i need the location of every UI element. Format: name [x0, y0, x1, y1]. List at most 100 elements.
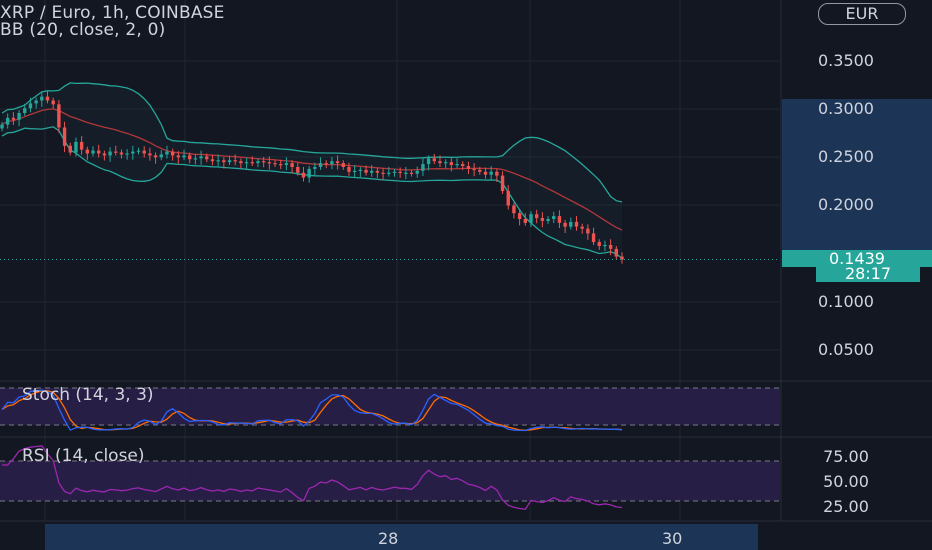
- candle-body: [96, 150, 101, 154]
- candle-body: [40, 96, 44, 101]
- last-price-tag: 0.1439: [782, 250, 932, 267]
- candle-body: [239, 161, 243, 164]
- candle-body: [216, 160, 220, 162]
- candle-body: [375, 170, 380, 173]
- candle-body: [597, 242, 601, 246]
- candle-body: [466, 166, 471, 169]
- time-label: 28: [378, 529, 399, 548]
- candle-body: [563, 222, 567, 227]
- candle-body: [495, 171, 499, 176]
- stoch-band-fill: [0, 388, 780, 425]
- candle-body: [142, 150, 146, 154]
- candle-body: [45, 96, 50, 101]
- candle-body: [608, 244, 613, 249]
- candle-body: [108, 151, 112, 156]
- candle-body: [341, 163, 345, 167]
- candle-body: [569, 221, 573, 227]
- candle-body: [449, 162, 454, 166]
- symbol-title[interactable]: XRP / Euro, 1h, COINBASE: [0, 3, 225, 23]
- candle-body: [603, 244, 607, 247]
- candle-body: [11, 117, 16, 120]
- candle-body: [284, 163, 289, 166]
- candle-body: [170, 151, 175, 156]
- rsi-label[interactable]: RSI (14, close): [22, 446, 145, 466]
- candle-body: [301, 172, 306, 178]
- candle-body: [176, 155, 181, 158]
- candle-body: [398, 171, 402, 173]
- candle-body: [415, 170, 419, 174]
- candle-body: [318, 163, 323, 167]
- candle-body: [461, 164, 465, 167]
- candle-body: [17, 113, 21, 120]
- rsi-tick: 50.00: [823, 472, 869, 491]
- candle-body: [165, 151, 169, 155]
- candle-body: [210, 159, 215, 162]
- candle-body: [296, 166, 300, 173]
- candle-body: [330, 161, 334, 165]
- candle-body: [483, 171, 488, 175]
- candle-body: [261, 161, 266, 163]
- bb-fill: [2, 82, 622, 259]
- candle-body: [205, 156, 209, 160]
- candle-body: [489, 171, 493, 175]
- price-tick: 0.2500: [818, 147, 874, 166]
- candle-body: [478, 169, 482, 172]
- candle-body: [517, 213, 522, 219]
- candle-body: [591, 233, 596, 243]
- candle-body: [523, 218, 528, 223]
- candle-body: [574, 221, 579, 227]
- candle-body: [193, 158, 198, 160]
- price-tick: 0.3500: [818, 51, 874, 70]
- candle-body: [62, 127, 67, 146]
- candle-body: [279, 164, 283, 166]
- candle-body: [273, 163, 277, 165]
- time-range-highlight: [45, 524, 758, 550]
- candle-body: [5, 117, 10, 125]
- price-tick: 0.3000: [818, 99, 874, 118]
- candle-body: [586, 228, 590, 234]
- candle-body: [148, 153, 152, 156]
- candle-body: [227, 160, 232, 163]
- bb-indicator-label[interactable]: BB (20, close, 2, 0): [0, 20, 166, 40]
- candle-body: [352, 170, 357, 173]
- candle-body: [347, 166, 351, 172]
- candle-body: [244, 162, 249, 164]
- candle-body: [438, 161, 442, 164]
- candle-body: [28, 103, 33, 109]
- candle-body: [79, 141, 84, 150]
- candle-body: [136, 150, 141, 152]
- candle-body: [614, 248, 619, 257]
- candle-body: [222, 160, 226, 163]
- rsi-tick: 25.00: [823, 497, 869, 516]
- candle-body: [159, 154, 163, 158]
- candle-body: [119, 152, 124, 155]
- candle-body: [370, 170, 374, 173]
- candle-body: [290, 163, 294, 167]
- rsi-tick: 75.00: [823, 447, 869, 466]
- bb-basis-line: [1, 108, 623, 231]
- candle-body: [335, 161, 340, 164]
- candle-body: [472, 168, 476, 171]
- candle-body: [34, 100, 38, 104]
- candle-body: [153, 155, 158, 158]
- candle-body: [387, 172, 391, 174]
- candle-body: [91, 150, 95, 154]
- candle-body: [426, 158, 431, 165]
- candle-body: [529, 214, 533, 223]
- candle-body: [267, 162, 272, 164]
- candle-body: [534, 214, 539, 219]
- candle-body: [68, 145, 72, 153]
- candle-body: [102, 153, 107, 156]
- candle-body: [552, 216, 556, 219]
- stoch-label[interactable]: Stoch (14, 3, 3): [22, 385, 154, 405]
- currency-button[interactable]: EUR: [818, 3, 906, 25]
- candle-body: [51, 100, 55, 105]
- candle-body: [256, 161, 260, 164]
- candle-body: [506, 191, 510, 206]
- candle-body: [500, 175, 505, 192]
- price-tick: 0.1000: [818, 292, 874, 311]
- candle-body: [324, 163, 328, 165]
- candle-body: [540, 218, 545, 221]
- candle-body: [364, 169, 368, 173]
